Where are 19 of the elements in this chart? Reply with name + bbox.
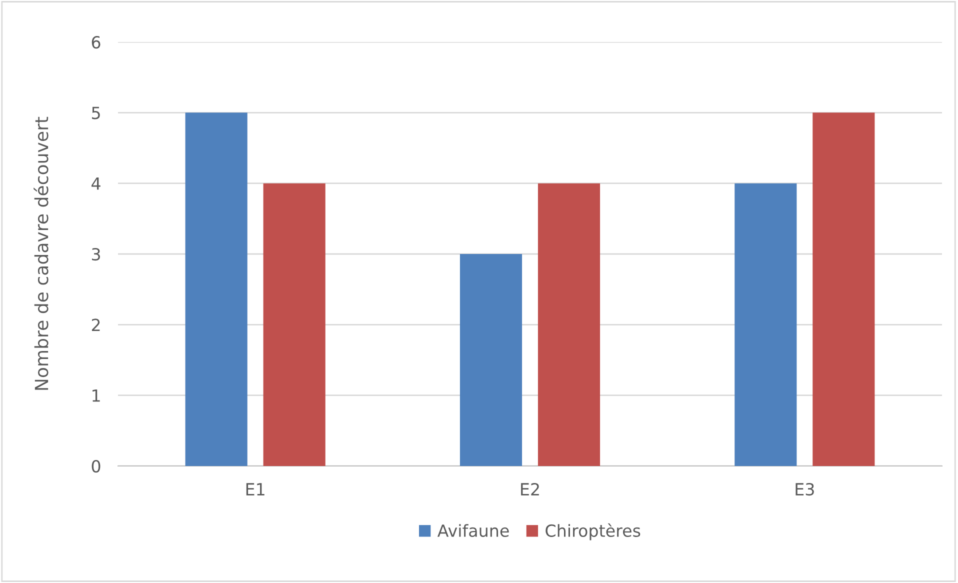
bar bbox=[263, 183, 326, 466]
y-tick-label: 2 bbox=[92, 318, 100, 331]
y-tick-label: 0 bbox=[92, 460, 100, 473]
y-tick-label: 5 bbox=[92, 106, 100, 120]
y-axis-title: Nombre de cadavre découvert bbox=[34, 116, 48, 390]
bar bbox=[812, 112, 875, 466]
y-tick-label: 6 bbox=[92, 36, 100, 49]
bar bbox=[734, 183, 797, 466]
y-tick-label: 4 bbox=[92, 178, 100, 190]
y-tick-label: 3 bbox=[92, 248, 100, 261]
x-tick-label: E3 bbox=[796, 482, 814, 496]
legend-label: Avifaune bbox=[437, 524, 509, 537]
bar bbox=[538, 183, 600, 466]
x-tick-label: E2 bbox=[521, 482, 539, 496]
legend-label: Chiroptères bbox=[546, 523, 640, 540]
y-tick-label: 1 bbox=[92, 390, 100, 402]
bar bbox=[185, 112, 248, 466]
x-tick-label: E1 bbox=[246, 483, 264, 496]
bar bbox=[460, 254, 522, 466]
